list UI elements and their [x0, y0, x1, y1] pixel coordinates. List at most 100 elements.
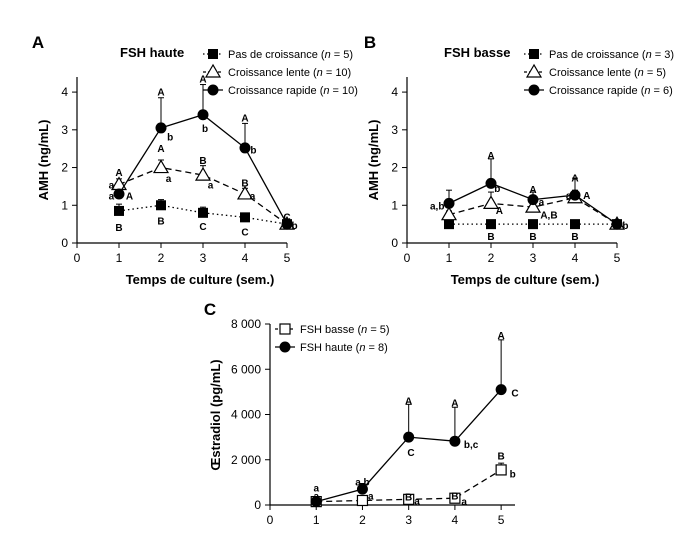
significance-label: a: [208, 181, 214, 192]
data-point: [310, 496, 322, 508]
legend-label-part: = 5): [331, 49, 353, 61]
data-point: [114, 205, 124, 216]
panel-title: FSH haute: [120, 45, 184, 60]
data-point: [495, 384, 507, 396]
y-tick-label: 2 000: [231, 453, 261, 467]
legend-label-part: FSH haute (: [300, 342, 360, 354]
y-axis-label: AMH (ng/mL): [36, 120, 51, 201]
significance-label: b: [622, 221, 628, 232]
legend-label: Croissance lente (n = 10): [228, 67, 351, 79]
legend-label: Croissance rapide (n = 6): [549, 85, 673, 97]
legend-label-part: Croissance lente (: [228, 67, 317, 79]
legend-label: Pas de croissance (n = 5): [228, 49, 353, 61]
legend-label-part: Pas de croissance (: [228, 49, 325, 61]
data-point: [444, 219, 454, 230]
significance-label: b: [167, 133, 173, 144]
x-tick-label: 3: [200, 251, 207, 265]
data-point: [356, 494, 369, 507]
panel-letter: C: [204, 300, 216, 319]
y-tick-label: 3: [391, 123, 398, 137]
data-point: [611, 218, 623, 230]
series-1: [310, 339, 507, 508]
x-tick-label: 4: [242, 251, 249, 265]
data-point: [356, 483, 368, 495]
legend-label-part: = 10): [330, 85, 358, 97]
y-tick-label: 4: [61, 85, 68, 99]
significance-label: a: [566, 191, 572, 202]
legend-label-part: n: [325, 49, 331, 61]
x-tick-label: 5: [284, 251, 291, 265]
data-point: [113, 188, 125, 200]
data-point: [524, 198, 542, 213]
x-tick-label: 5: [498, 513, 505, 527]
data-point: [569, 189, 581, 201]
significance-label: a: [368, 491, 374, 502]
y-tick-label: 0: [391, 236, 398, 250]
series-line: [118, 166, 288, 225]
legend-label-part: n: [644, 85, 650, 97]
y-tick-label: 6 000: [231, 362, 261, 376]
chart-panel-c: C 0 1 2 3 4 5 0 2 000 4 000 6 000 8 000 Œstradiol (p…: [204, 300, 519, 527]
legend-label-part: n: [361, 324, 367, 336]
significance-label: A: [496, 206, 503, 217]
panel-letter: A: [32, 33, 44, 52]
significance-label: a: [109, 181, 115, 192]
x-tick-label: 4: [572, 251, 579, 265]
y-tick-label: 8 000: [231, 317, 261, 331]
x-tick-label: 3: [530, 251, 537, 265]
data-point: [198, 207, 208, 218]
x-tick-label: 0: [404, 251, 411, 265]
x-tick-label: 2: [359, 513, 366, 527]
significance-label: A: [115, 168, 122, 179]
significance-label: a: [313, 491, 319, 502]
legend-label-part: = 5): [367, 324, 389, 336]
significance-label: A: [126, 191, 133, 202]
data-point: [486, 219, 496, 230]
legend-label-part: Croissance rapide (: [228, 85, 324, 97]
legend-marker: [529, 49, 539, 59]
significance-label: B: [487, 232, 494, 243]
legend-marker: [208, 49, 218, 59]
significance-label: A,B: [540, 211, 557, 222]
significance-label: C: [283, 213, 290, 224]
series-line: [118, 204, 288, 225]
significance-label: A: [157, 87, 164, 98]
x-tick-label: 3: [405, 513, 412, 527]
significance-label: b: [494, 184, 500, 195]
data-point: [528, 219, 538, 230]
data-point: [570, 219, 580, 230]
chart-panel-a: A FSH haute 0 1 2 3 4 5 0 1 2 3 4 AMH (ng/mL) Temps de…: [32, 33, 358, 287]
significance-label: a: [109, 191, 115, 202]
x-tick-label: 2: [488, 251, 495, 265]
y-axis-label: Œstradiol (pg/mL): [208, 359, 223, 470]
significance-label: A: [199, 75, 206, 86]
significance-label: a: [313, 483, 319, 494]
significance-label: b: [292, 221, 298, 232]
data-point: [495, 464, 507, 476]
y-tick-label: 4: [391, 85, 398, 99]
legend-label-part: = 10): [323, 67, 351, 79]
legend-label-part: = 3): [652, 49, 674, 61]
legend-label-part: Croissance rapide (: [549, 85, 645, 97]
legend-label: Croissance rapide (n = 10): [228, 85, 358, 97]
y-tick-label: 0: [61, 236, 68, 250]
significance-label: C: [241, 228, 248, 239]
data-point: [239, 142, 251, 154]
data-point: [443, 197, 455, 209]
legend-label-part: FSH basse (: [300, 324, 361, 336]
panel-letter: B: [364, 33, 376, 52]
x-tick-label: 5: [614, 251, 621, 265]
legend-label-part: Croissance lente (: [549, 67, 638, 79]
significance-label: A: [529, 185, 536, 196]
y-tick-label: 1: [61, 198, 68, 212]
significance-label: a: [446, 217, 452, 228]
data-point: [194, 166, 212, 181]
data-point: [482, 195, 500, 209]
legend-marker: [528, 84, 540, 96]
significance-label: B: [498, 452, 505, 463]
significance-label: A: [157, 144, 164, 155]
data-point: [197, 109, 209, 121]
y-tick-label: 0: [254, 498, 261, 512]
significance-label: B: [115, 223, 122, 234]
significance-label: b: [250, 145, 256, 156]
